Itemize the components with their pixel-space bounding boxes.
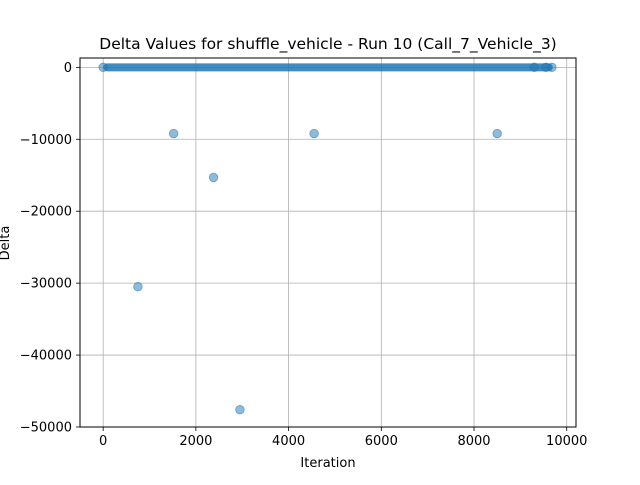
dense-zero-points [103,63,553,72]
x-tick-label: 0 [99,434,107,449]
data-point [168,128,179,139]
y-tick-label: −30000 [20,277,72,292]
plot-frame [79,57,577,428]
data-point [98,62,108,73]
y-tick-label: −20000 [20,205,72,220]
data-point [309,128,319,139]
x-tick-label: 4000 [272,434,305,449]
data-point [547,62,557,73]
x-tick-label: 10000 [546,434,587,449]
x-tick-label: 8000 [457,434,490,449]
x-tick-label: 2000 [179,434,212,449]
y-axis-label: Delta [0,226,13,261]
x-axis-label: Iteration [300,456,355,471]
y-tick-label: −10000 [20,133,72,148]
data-points [98,62,557,415]
x-tick-label: 6000 [365,434,398,449]
data-point [133,282,143,292]
y-tick-label: −40000 [20,349,72,364]
y-tick-label: −50000 [20,421,72,436]
data-point [235,405,245,415]
zero-band [103,63,553,72]
x-axis-ticks: 0 2000 4000 6000 8000 10000 [99,427,587,449]
data-point [529,62,539,73]
data-point [208,172,219,183]
data-point [492,128,502,139]
y-axis-ticks: 0 −10000 −20000 −30000 −40000 −50000 [20,61,80,436]
chart-title: Delta Values for shuffle_vehicle - Run 1… [99,35,556,54]
y-tick-label: 0 [64,61,72,76]
